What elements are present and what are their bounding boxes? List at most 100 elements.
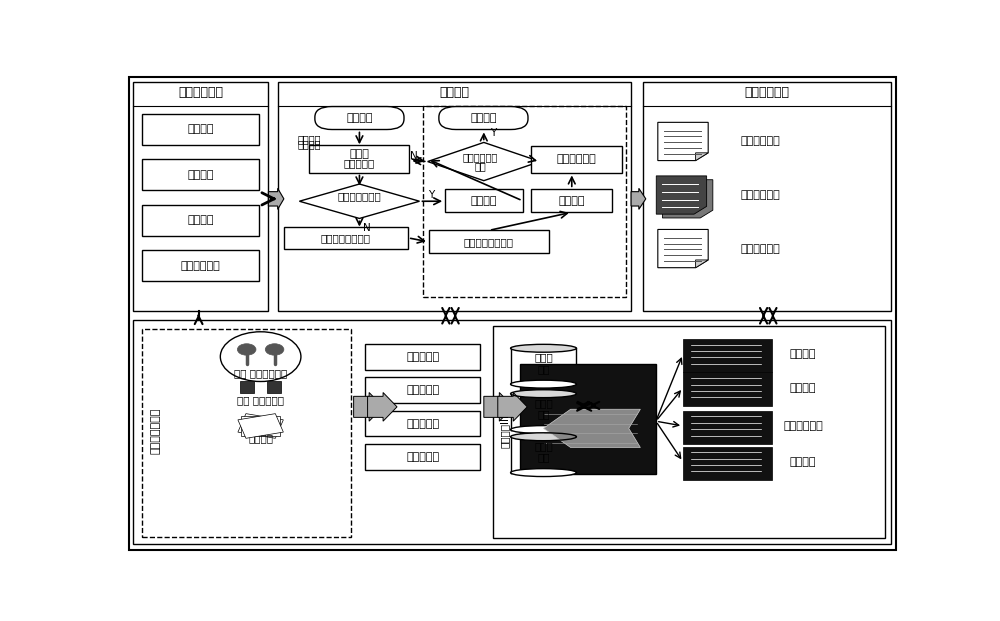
Bar [284,227,408,248]
Text: 工艺评价报告: 工艺评价报告 [741,243,780,253]
Text: 实际运行检验: 实际运行检验 [557,155,596,165]
Text: 知识库: 知识库 [349,149,369,159]
Bar [142,160,259,191]
Text: 专家 相关工作人员: 专家 相关工作人员 [234,368,287,378]
Bar [683,410,772,444]
Text: 规则性知识: 规则性知识 [406,351,439,361]
Text: 寻找知识: 寻找知识 [297,134,321,144]
Text: 是否符合知识: 是否符合知识 [462,152,498,161]
Polygon shape [662,179,713,218]
Text: 需求: 需求 [474,161,486,171]
Text: 几何信息识别: 几何信息识别 [178,86,223,99]
Bar [511,437,576,473]
Polygon shape [696,260,708,268]
Text: 方案结果: 方案结果 [559,196,585,206]
Circle shape [265,344,284,355]
Polygon shape [696,153,708,161]
Bar [133,320,891,544]
Text: 知识获取与激励: 知识获取与激励 [151,407,161,454]
Text: 三维标注: 三维标注 [790,349,816,360]
Bar [683,373,772,406]
Text: N: N [410,151,418,161]
Text: 工艺技术路线: 工艺技术路线 [741,137,780,147]
Text: N: N [363,223,371,233]
Polygon shape [658,229,708,268]
Text: 书籍 规范性文件: 书籍 规范性文件 [237,396,284,406]
Bar [531,146,622,173]
Bar [309,145,409,173]
Polygon shape [428,142,540,181]
Bar [133,82,268,311]
Bar [142,250,259,281]
Text: 输出结果: 输出结果 [470,113,497,123]
Text: 坡口参数信息: 坡口参数信息 [181,261,220,271]
Text: 信息驱动III: 信息驱动III [500,414,510,448]
Bar [365,444,480,470]
Bar [493,325,885,538]
Bar [520,364,656,474]
Ellipse shape [511,469,576,476]
Polygon shape [544,409,640,448]
Bar [445,189,523,212]
FancyBboxPatch shape [439,107,528,130]
Ellipse shape [511,425,576,433]
Text: （增量式）: （增量式） [343,158,375,168]
Bar [511,394,576,430]
Text: 基于模型知识推理: 基于模型知识推理 [321,233,371,243]
Text: 工艺知
识库: 工艺知 识库 [534,353,553,374]
Ellipse shape [511,390,576,397]
Polygon shape [498,392,527,421]
Text: 匹配方案: 匹配方案 [297,139,321,149]
Text: 裁坪实例: 裁坪实例 [248,433,273,443]
Bar [683,446,772,480]
Bar [142,205,259,236]
Text: 焊接工艺信息: 焊接工艺信息 [783,421,823,431]
Text: 输入条件: 输入条件 [346,113,373,123]
Bar [142,114,259,145]
Polygon shape [658,122,708,161]
Circle shape [237,344,256,355]
Bar [429,230,549,253]
Text: 知识推理: 知识推理 [440,86,470,99]
Bar [267,381,281,394]
Text: 实例性知识: 实例性知识 [406,385,439,395]
Polygon shape [238,414,283,438]
Polygon shape [368,392,397,421]
Text: 拓朴关系: 拓朴关系 [187,170,214,180]
Text: 实体信息: 实体信息 [790,457,816,467]
Text: 生成工艺技术方案: 生成工艺技术方案 [464,237,514,247]
Text: 几何信息: 几何信息 [790,383,816,392]
Ellipse shape [511,433,576,441]
Bar [278,82,631,311]
Text: 工艺实
例库: 工艺实 例库 [534,398,553,420]
Bar [683,339,772,373]
Text: 形状特征: 形状特征 [187,215,214,225]
Bar [643,82,891,311]
Ellipse shape [511,344,576,352]
Bar [240,381,254,394]
Polygon shape [238,414,283,438]
Bar [365,377,480,403]
Polygon shape [241,417,280,435]
Polygon shape [268,188,284,209]
Bar [511,348,576,384]
Text: Y: Y [428,190,434,200]
Ellipse shape [511,380,576,388]
Text: 资源性知识: 资源性知识 [406,452,439,462]
Polygon shape [354,392,383,421]
Text: 工艺智能生成: 工艺智能生成 [744,86,789,99]
Text: 是否有匹配方案: 是否有匹配方案 [338,191,381,201]
Polygon shape [631,188,646,209]
FancyBboxPatch shape [315,107,404,130]
Polygon shape [656,176,707,214]
Bar [142,329,351,537]
Text: 尺寸公差: 尺寸公差 [187,124,214,135]
Text: 工艺规程编制: 工艺规程编制 [741,190,780,200]
Polygon shape [299,184,420,219]
Polygon shape [484,392,513,421]
Text: Y: Y [490,128,496,138]
Bar [365,410,480,437]
Text: 方案优选: 方案优选 [471,196,497,206]
Bar [531,189,612,212]
Bar [423,106,626,297]
